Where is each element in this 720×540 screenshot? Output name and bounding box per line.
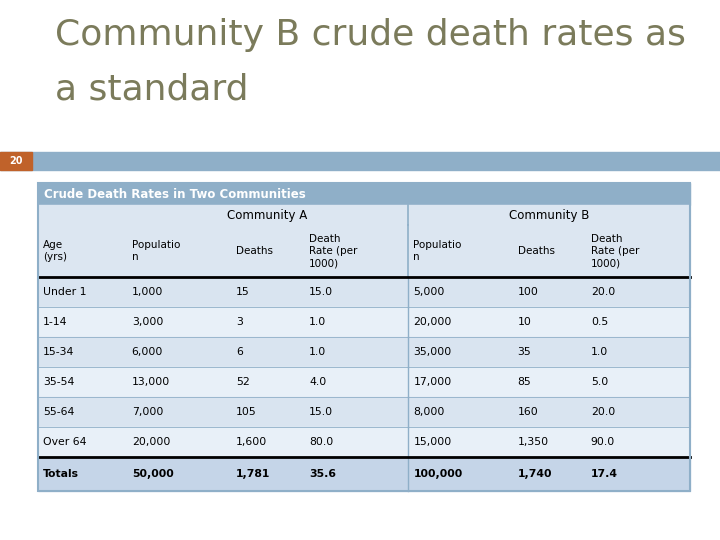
Text: 17,000: 17,000 — [413, 377, 451, 387]
Text: 52: 52 — [236, 377, 250, 387]
Bar — [38, 367, 690, 397]
Text: 1,600: 1,600 — [236, 437, 267, 447]
Text: 100,000: 100,000 — [413, 469, 463, 479]
Text: 7,000: 7,000 — [132, 407, 163, 417]
Text: 5,000: 5,000 — [413, 287, 445, 297]
Text: Community A: Community A — [228, 208, 307, 221]
Text: Populatio
n: Populatio n — [132, 240, 180, 262]
Text: Populatio
n: Populatio n — [413, 240, 462, 262]
Text: 1,000: 1,000 — [132, 287, 163, 297]
Text: 1,781: 1,781 — [236, 469, 270, 479]
Bar — [38, 183, 690, 491]
Text: 80.0: 80.0 — [309, 437, 333, 447]
Text: a standard: a standard — [55, 72, 248, 106]
Bar — [38, 205, 690, 225]
Bar — [38, 183, 690, 205]
Text: 3,000: 3,000 — [132, 317, 163, 327]
Text: Deaths: Deaths — [236, 246, 273, 256]
Text: 100: 100 — [518, 287, 539, 297]
Text: 35: 35 — [518, 347, 531, 357]
Text: 1.0: 1.0 — [591, 347, 608, 357]
Text: 5.0: 5.0 — [591, 377, 608, 387]
Text: 50,000: 50,000 — [132, 469, 174, 479]
Text: 10: 10 — [518, 317, 531, 327]
Text: 20,000: 20,000 — [132, 437, 170, 447]
Text: Totals: Totals — [43, 469, 79, 479]
Text: 0.5: 0.5 — [591, 317, 608, 327]
Text: 35-54: 35-54 — [43, 377, 74, 387]
Text: 55-64: 55-64 — [43, 407, 74, 417]
Text: Community B crude death rates as: Community B crude death rates as — [55, 18, 686, 52]
Text: 15: 15 — [236, 287, 250, 297]
Text: 6: 6 — [236, 347, 243, 357]
Text: Under 1: Under 1 — [43, 287, 86, 297]
Text: 4.0: 4.0 — [309, 377, 326, 387]
Bar — [38, 307, 690, 337]
Text: 15-34: 15-34 — [43, 347, 74, 357]
Text: Age
(yrs): Age (yrs) — [43, 240, 67, 262]
Text: 20.0: 20.0 — [591, 287, 615, 297]
Text: 1-14: 1-14 — [43, 317, 68, 327]
Bar — [0, 152, 720, 170]
Bar — [38, 457, 690, 491]
Text: 15.0: 15.0 — [309, 287, 333, 297]
Text: 6,000: 6,000 — [132, 347, 163, 357]
Bar — [38, 277, 690, 307]
Text: Death
Rate (per
1000): Death Rate (per 1000) — [309, 234, 358, 268]
Text: 15,000: 15,000 — [413, 437, 451, 447]
Bar — [38, 427, 690, 457]
Text: 160: 160 — [518, 407, 539, 417]
Bar — [38, 397, 690, 427]
Text: 1,740: 1,740 — [518, 469, 552, 479]
Text: Over 64: Over 64 — [43, 437, 86, 447]
Text: 17.4: 17.4 — [591, 469, 618, 479]
Text: 85: 85 — [518, 377, 531, 387]
Text: 90.0: 90.0 — [591, 437, 615, 447]
Text: 1.0: 1.0 — [309, 317, 326, 327]
Text: 35.6: 35.6 — [309, 469, 336, 479]
Text: 1,350: 1,350 — [518, 437, 549, 447]
Text: 13,000: 13,000 — [132, 377, 170, 387]
Bar — [38, 225, 690, 277]
Text: 15.0: 15.0 — [309, 407, 333, 417]
Text: 20: 20 — [9, 156, 23, 166]
Text: 35,000: 35,000 — [413, 347, 451, 357]
Text: 3: 3 — [236, 317, 243, 327]
Text: Death
Rate (per
1000): Death Rate (per 1000) — [591, 234, 639, 268]
Text: 20.0: 20.0 — [591, 407, 615, 417]
Text: 1.0: 1.0 — [309, 347, 326, 357]
Bar — [38, 337, 690, 367]
Text: Deaths: Deaths — [518, 246, 554, 256]
Text: 8,000: 8,000 — [413, 407, 445, 417]
Text: 105: 105 — [236, 407, 256, 417]
Bar — [0, 152, 32, 170]
Text: Crude Death Rates in Two Communities: Crude Death Rates in Two Communities — [44, 187, 306, 200]
Text: Community B: Community B — [509, 208, 590, 221]
Text: 20,000: 20,000 — [413, 317, 451, 327]
